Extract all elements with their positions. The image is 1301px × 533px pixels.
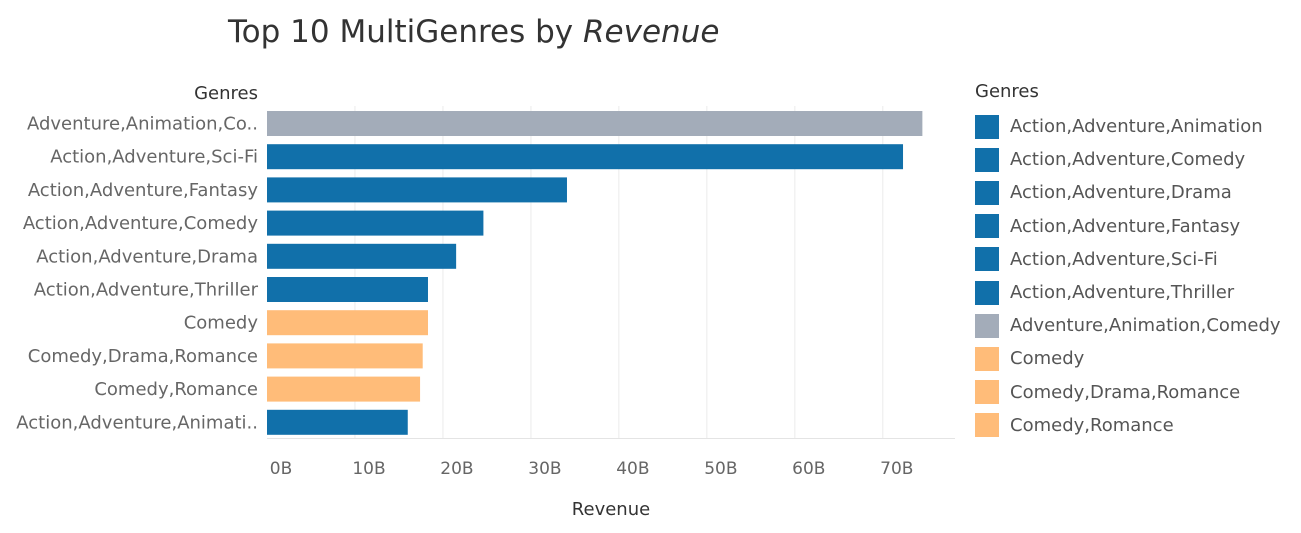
bar[interactable] xyxy=(267,310,428,336)
bar[interactable] xyxy=(267,409,408,435)
bar[interactable] xyxy=(267,210,484,236)
category-label: Action,Adventure,Thriller xyxy=(34,280,259,301)
legend-item[interactable]: Action,Adventure,Thriller xyxy=(975,276,1301,309)
category-labels: Adventure,Animation,Co.. Action,Adventure… xyxy=(16,114,258,434)
legend-label: Action,Adventure,Drama xyxy=(1010,182,1232,204)
category-label: Action,Adventure,Comedy xyxy=(23,213,259,234)
x-tick-label: 40B xyxy=(616,459,649,479)
legend-label: Action,Adventure,Fantasy xyxy=(1010,215,1241,237)
legend-swatch xyxy=(975,313,999,338)
legend-items: Action,Adventure,Animation Action,Adventu… xyxy=(975,110,1301,442)
legend-swatch xyxy=(975,413,999,438)
legend-item[interactable]: Action,Adventure,Sci-Fi xyxy=(975,243,1301,276)
legend-item[interactable]: Comedy,Drama,Romance xyxy=(975,376,1301,409)
x-tick-label: 20B xyxy=(440,459,473,479)
x-axis-title: Revenue xyxy=(572,499,650,520)
category-label: Comedy,Drama,Romance xyxy=(28,346,258,367)
legend-swatch xyxy=(975,346,999,371)
legend-item[interactable]: Action,Adventure,Fantasy xyxy=(975,210,1301,243)
legend-label: Comedy,Drama,Romance xyxy=(1010,381,1241,403)
x-axis-ticks: 0B 10B 20B 30B 40B 50B 60B 70B xyxy=(270,459,914,479)
x-tick-label: 30B xyxy=(528,459,561,479)
bar[interactable] xyxy=(267,243,457,269)
legend-swatch xyxy=(975,180,999,205)
legend-item[interactable]: Action,Adventure,Drama xyxy=(975,176,1301,209)
chart-title-emphasis: Revenue xyxy=(583,14,720,50)
legend-swatch xyxy=(975,247,999,272)
legend-swatch xyxy=(975,280,999,305)
category-label: Action,Adventure,Sci-Fi xyxy=(50,147,258,168)
legend-label: Action,Adventure,Animation xyxy=(1010,116,1263,138)
x-tick-label: 60B xyxy=(792,459,825,479)
legend-label: Comedy xyxy=(1010,348,1085,370)
category-label: Comedy xyxy=(184,313,259,334)
legend-swatch xyxy=(975,380,999,405)
bar[interactable] xyxy=(267,376,421,402)
legend-label: Action,Adventure,Comedy xyxy=(1010,149,1246,171)
category-label: Adventure,Animation,Co.. xyxy=(27,114,258,135)
legend-label: Adventure,Animation,Comedy xyxy=(1010,315,1281,337)
bar[interactable] xyxy=(267,177,567,203)
chart-title-prefix: Top 10 MultiGenres by xyxy=(228,14,584,50)
legend-label: Comedy,Romance xyxy=(1010,414,1174,436)
category-label: Action,Adventure,Fantasy xyxy=(28,180,259,201)
legend-item[interactable]: Comedy,Romance xyxy=(975,409,1301,442)
chart-title: Top 10 MultiGenres by Revenue xyxy=(228,14,719,50)
legend-swatch xyxy=(975,147,999,172)
bars xyxy=(267,111,923,435)
legend-swatch xyxy=(975,214,999,239)
legend-item[interactable]: Adventure,Animation,Comedy xyxy=(975,309,1301,342)
category-label: Action,Adventure,Animati.. xyxy=(16,412,258,433)
legend-label: Action,Adventure,Sci-Fi xyxy=(1010,248,1218,270)
legend-label: Action,Adventure,Thriller xyxy=(1010,282,1235,304)
bar[interactable] xyxy=(267,111,923,136)
category-label: Comedy,Romance xyxy=(94,379,258,400)
bar[interactable] xyxy=(267,277,428,302)
legend-item[interactable]: Comedy xyxy=(975,342,1301,375)
legend-item[interactable]: Action,Adventure,Animation xyxy=(975,110,1301,143)
legend: Genres Action,Adventure,Animation Action,… xyxy=(975,80,1301,442)
y-axis-title: Genres xyxy=(194,83,258,104)
category-label: Action,Adventure,Drama xyxy=(36,246,258,267)
x-tick-label: 0B xyxy=(270,459,292,479)
legend-swatch xyxy=(975,114,999,139)
legend-item[interactable]: Action,Adventure,Comedy xyxy=(975,143,1301,176)
bar-chart: Adventure,Animation,Co.. Action,Adventure… xyxy=(16,83,955,520)
bar[interactable] xyxy=(267,343,423,369)
bar[interactable] xyxy=(267,144,904,170)
legend-title: Genres xyxy=(975,81,1039,102)
x-tick-label: 10B xyxy=(352,459,385,479)
x-tick-label: 70B xyxy=(880,459,913,479)
x-tick-label: 50B xyxy=(704,459,737,479)
